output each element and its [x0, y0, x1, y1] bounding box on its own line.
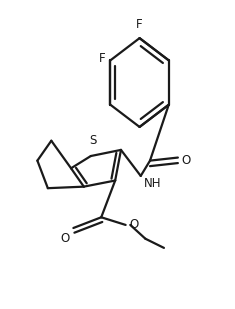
Text: O: O	[182, 154, 191, 167]
Text: F: F	[99, 52, 106, 65]
Text: F: F	[136, 19, 143, 32]
Text: O: O	[129, 218, 139, 231]
Text: S: S	[89, 134, 96, 147]
Text: NH: NH	[144, 177, 162, 190]
Text: O: O	[61, 232, 70, 245]
